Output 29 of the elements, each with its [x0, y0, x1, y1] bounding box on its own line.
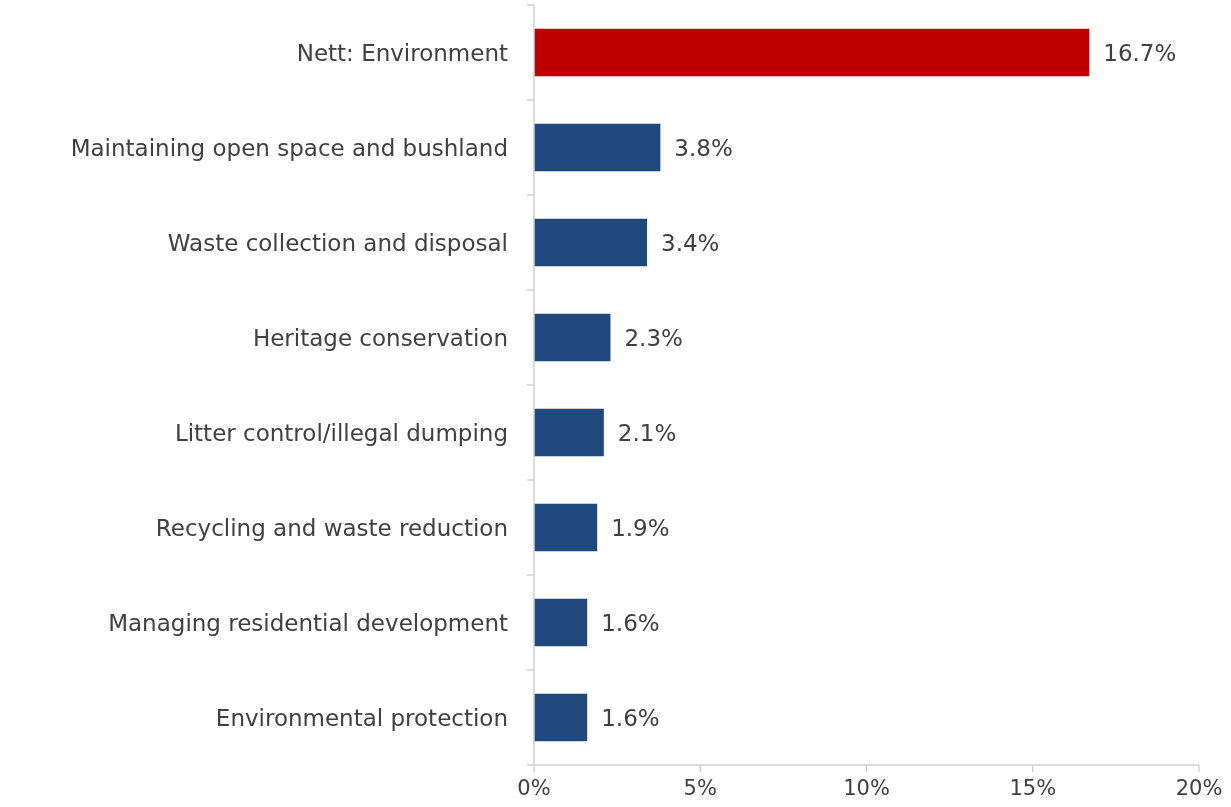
bar — [534, 123, 661, 172]
data-label: 3.8% — [674, 134, 733, 161]
bar — [534, 503, 598, 552]
x-tick-label: 20% — [1175, 776, 1223, 800]
data-label: 3.4% — [661, 229, 720, 256]
x-tick-label: 15% — [1009, 776, 1057, 800]
bar — [534, 408, 604, 457]
y-tick-label: Heritage conservation — [252, 324, 508, 351]
x-tick-label: 5% — [683, 776, 717, 800]
x-tick-label: 0% — [517, 776, 551, 800]
bar — [534, 313, 611, 362]
data-label: 2.3% — [624, 324, 683, 351]
y-tick-label: Waste collection and disposal — [167, 229, 508, 256]
data-label: 1.9% — [611, 514, 670, 541]
bar — [534, 598, 588, 647]
y-tick-label: Nett: Environment — [296, 39, 508, 66]
bar — [534, 218, 648, 267]
data-label: 16.7% — [1103, 39, 1177, 66]
x-tick-label: 10% — [843, 776, 890, 800]
data-label: 1.6% — [601, 609, 660, 636]
y-tick-label: Managing residential development — [108, 609, 508, 636]
y-tick-label: Recycling and waste reduction — [155, 514, 508, 541]
y-tick-label: Litter control/illegal dumping — [174, 419, 508, 446]
y-tick-label: Environmental protection — [215, 704, 508, 731]
bar — [534, 28, 1090, 77]
y-tick-label: Maintaining open space and bushland — [70, 134, 508, 161]
data-label: 1.6% — [601, 704, 660, 731]
data-label: 2.1% — [617, 419, 677, 446]
bar — [534, 693, 588, 742]
